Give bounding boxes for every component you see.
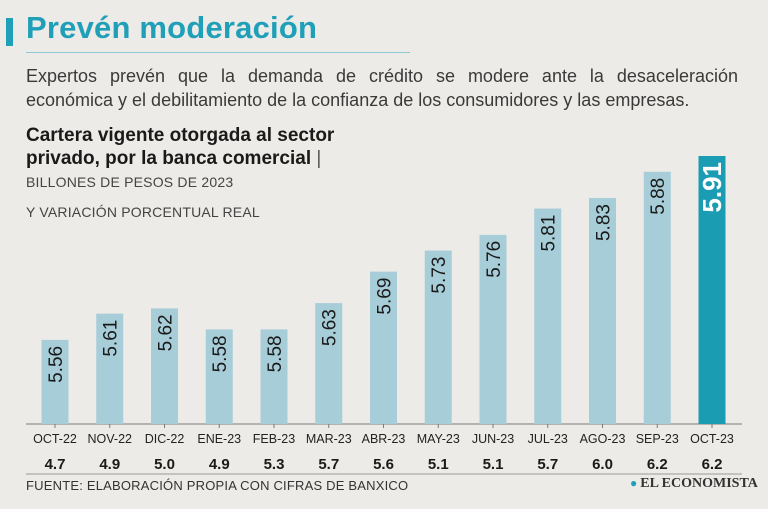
bar-value-label: 5.58 bbox=[210, 335, 231, 372]
chart-unit-line1: BILLONES DE PESOS DE 2023 bbox=[26, 174, 234, 190]
bar-may-23 bbox=[424, 250, 452, 424]
chart-title-text: Cartera vigente otorgada al sector priva… bbox=[26, 125, 335, 169]
x-tick-label: FEB-23 bbox=[253, 432, 295, 446]
real-change-label: 5.1 bbox=[483, 456, 504, 473]
bar-mar-23 bbox=[315, 303, 343, 424]
real-change-label: 5.1 bbox=[428, 456, 449, 473]
chart-title: Cartera vigente otorgada al sector priva… bbox=[26, 124, 386, 194]
bar-oct-22 bbox=[41, 339, 69, 424]
bar-abr-23 bbox=[370, 271, 397, 424]
x-tick-label: NOV-22 bbox=[88, 432, 133, 446]
source-note: FUENTE: ELABORACIÓN PROPIA CON CIFRAS DE… bbox=[26, 478, 409, 493]
x-tick-label: MAR-23 bbox=[306, 432, 352, 446]
real-change-label: 6.2 bbox=[647, 456, 668, 473]
bar-feb-23 bbox=[260, 329, 288, 424]
page-title: Prevén moderación bbox=[26, 10, 318, 45]
x-tick-label: MAY-23 bbox=[417, 432, 460, 446]
bar-sep-23 bbox=[643, 171, 671, 424]
bar-value-label: 5.62 bbox=[156, 314, 177, 351]
real-change-label: 6.2 bbox=[702, 456, 723, 473]
real-change-label: 4.7 bbox=[45, 456, 66, 473]
bar-value-label: 5.76 bbox=[484, 241, 505, 278]
x-tick-label: DIC-22 bbox=[145, 432, 185, 446]
chart-unit-line2: Y VARIACIÓN PORCENTUAL REAL bbox=[26, 204, 260, 220]
real-change-label: 5.0 bbox=[154, 456, 175, 473]
bar-oct-23 bbox=[698, 156, 726, 424]
bar-jul-23 bbox=[534, 208, 562, 424]
bar-dic-22 bbox=[151, 308, 178, 424]
header-accent-bar bbox=[6, 18, 13, 46]
real-change-label: 4.9 bbox=[209, 456, 230, 473]
x-tick-label: OCT-22 bbox=[33, 432, 77, 446]
real-change-label: 5.7 bbox=[537, 456, 558, 473]
bar-value-label: 5.83 bbox=[594, 204, 615, 241]
bar-ago-23 bbox=[589, 198, 616, 424]
globe-icon: ● bbox=[630, 476, 638, 490]
bar-value-label: 5.61 bbox=[101, 320, 122, 357]
x-tick-label: JUL-23 bbox=[528, 432, 568, 446]
bar-value-label: 5.56 bbox=[46, 346, 67, 383]
title-divider bbox=[26, 52, 410, 53]
bar-value-label: 5.73 bbox=[429, 257, 450, 294]
bar-value-label: 5.69 bbox=[375, 278, 396, 315]
bar-nov-22 bbox=[96, 313, 124, 424]
bar-jun-23 bbox=[479, 234, 507, 424]
bar-value-label: 5.81 bbox=[539, 215, 560, 252]
bar-value-label: 5.63 bbox=[320, 309, 341, 346]
bar-value-label: 5.88 bbox=[648, 178, 669, 215]
bar-value-label: 5.91 bbox=[697, 162, 727, 213]
bar-value-label: 5.58 bbox=[265, 335, 286, 372]
real-change-label: 5.3 bbox=[264, 456, 285, 473]
real-change-label: 5.6 bbox=[373, 456, 394, 473]
chart-unit-separator: | bbox=[316, 148, 322, 169]
x-tick-label: ENE-23 bbox=[197, 432, 241, 446]
x-tick-label: OCT-23 bbox=[690, 432, 734, 446]
x-tick-label: JUN-23 bbox=[472, 432, 514, 446]
brand-logo: ● EL ECONOMISTA bbox=[630, 476, 758, 492]
x-tick-label: SEP-23 bbox=[636, 432, 679, 446]
real-change-label: 6.0 bbox=[592, 456, 613, 473]
page-subtitle: Expertos prevén que la demanda de crédit… bbox=[26, 66, 738, 110]
x-tick-label: AGO-23 bbox=[580, 432, 626, 446]
bar-ene-23 bbox=[205, 329, 233, 424]
x-tick-label: ABR-23 bbox=[362, 432, 406, 446]
real-change-label: 5.7 bbox=[318, 456, 339, 473]
real-change-label: 4.9 bbox=[99, 456, 120, 473]
brand-name: EL ECONOMISTA bbox=[640, 476, 758, 491]
